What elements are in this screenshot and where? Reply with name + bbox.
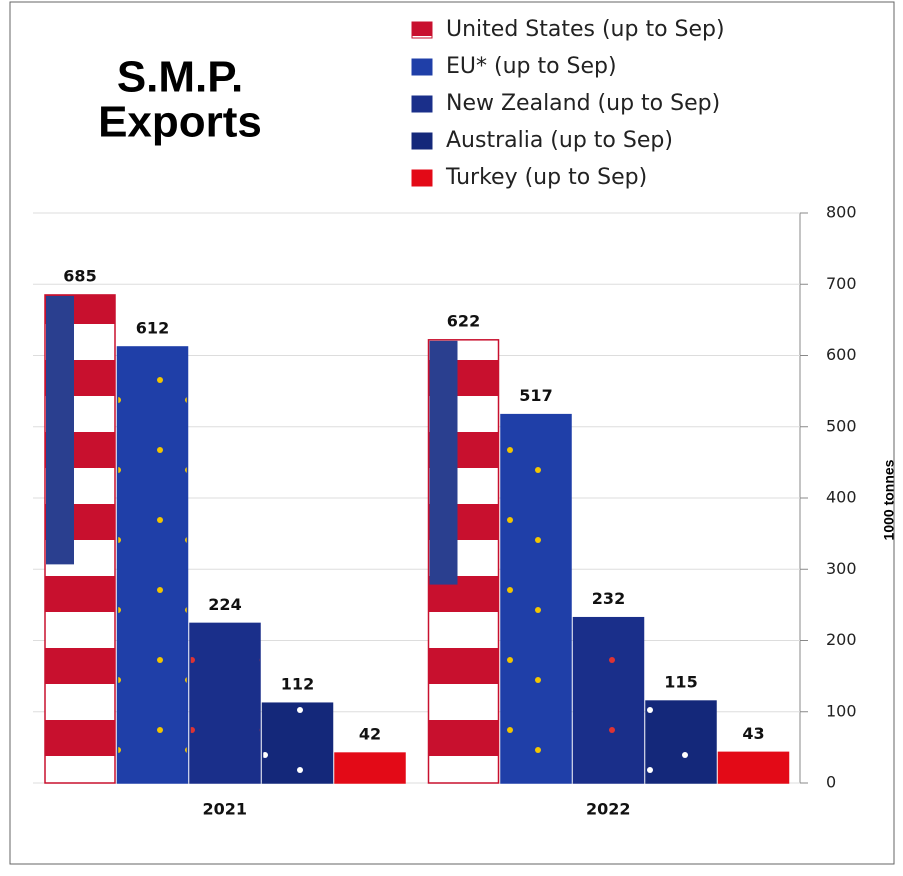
value-label: 224 xyxy=(208,595,241,614)
legend-swatch xyxy=(411,169,433,187)
value-label: 42 xyxy=(359,725,381,744)
legend-swatch xyxy=(411,21,433,39)
x-tick-label: 2022 xyxy=(586,800,631,819)
chart-subtitle: Exports xyxy=(98,98,262,147)
bar xyxy=(334,752,406,784)
y-tick-label: 100 xyxy=(826,701,857,720)
y-axis-label: 1000 tonnes xyxy=(881,459,897,540)
value-label: 517 xyxy=(519,386,552,405)
bar xyxy=(645,700,717,784)
value-label: 685 xyxy=(63,266,96,285)
legend-label: Australia (up to Sep) xyxy=(446,128,673,153)
y-tick-label: 0 xyxy=(826,773,836,792)
y-tick-label: 300 xyxy=(826,559,857,578)
legend-label: EU* (up to Sep) xyxy=(446,54,617,79)
bar xyxy=(261,702,334,784)
legend-swatch xyxy=(411,58,433,76)
y-tick-label: 600 xyxy=(826,345,857,364)
legend-label: Turkey (up to Sep) xyxy=(445,165,647,190)
value-label: 115 xyxy=(664,673,697,692)
legend-swatch xyxy=(411,95,433,113)
y-tick-label: 800 xyxy=(826,203,857,222)
legend-label: United States (up to Sep) xyxy=(446,17,725,42)
value-label: 112 xyxy=(281,675,314,694)
chart-title: S.M.P. xyxy=(117,53,243,102)
value-label: 43 xyxy=(742,724,764,743)
bar xyxy=(717,751,790,784)
y-tick-label: 200 xyxy=(826,630,857,649)
flag-canton xyxy=(429,340,458,585)
legend-swatch xyxy=(411,132,433,150)
bar xyxy=(116,346,189,784)
value-label: 232 xyxy=(592,589,625,608)
x-tick-label: 2021 xyxy=(202,800,247,819)
y-tick-label: 400 xyxy=(826,488,857,507)
frame xyxy=(9,1,895,865)
y-tick-label: 700 xyxy=(826,274,857,293)
y-tick-label: 500 xyxy=(826,416,857,435)
value-label: 612 xyxy=(136,318,169,337)
flag-canton xyxy=(46,295,74,565)
legend-label: New Zealand (up to Sep) xyxy=(446,91,720,116)
value-label: 622 xyxy=(447,311,480,330)
bar xyxy=(500,413,572,784)
bar xyxy=(572,616,645,784)
bar xyxy=(189,622,261,784)
